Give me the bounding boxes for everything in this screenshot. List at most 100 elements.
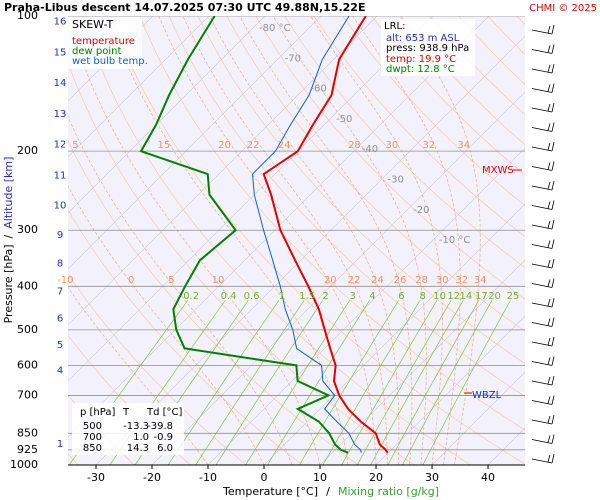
wind-barb	[531, 127, 553, 132]
dry-adiabat	[342, 16, 525, 207]
mixing-ratio-label: 8	[420, 291, 426, 302]
wind-barb	[547, 415, 551, 424]
y-tick-label: 600	[17, 358, 38, 371]
dry-adiabat	[575, 16, 600, 465]
moist-adiabat-label: 20	[324, 275, 337, 286]
x-tick-label: 0	[261, 471, 268, 484]
wind-barb	[531, 341, 553, 347]
wind-barb	[547, 259, 551, 268]
table-cell: -13.3	[123, 421, 149, 432]
wind-barb	[531, 185, 553, 191]
isotherm	[68, 16, 322, 270]
moist-adiabat-label: 34	[457, 140, 470, 151]
dry-adiabat	[255, 16, 525, 300]
wind-barb	[547, 376, 551, 385]
y-axis-title: Pressure [hPa] / Altitude [km]	[2, 157, 15, 324]
mixing-ratio-label: 14	[460, 291, 473, 302]
lrl-title: LRL:	[384, 21, 405, 32]
wind-barb	[531, 380, 553, 386]
altitude-tick-label: 10	[54, 201, 67, 212]
isotherm	[207, 147, 525, 465]
mixing-ratio-label: 17	[475, 291, 488, 302]
isotherm	[68, 16, 154, 102]
wind-barb	[551, 24, 555, 35]
wind-barb	[547, 298, 551, 307]
wind-barb	[551, 278, 555, 288]
dry-adiabat	[284, 16, 525, 269]
wind-barb	[531, 439, 553, 444]
wind-barb	[531, 68, 553, 74]
moist-adiabat-label: 30	[436, 275, 449, 286]
wind-barb	[551, 336, 555, 347]
wind-barb	[531, 166, 553, 171]
wind-barb	[551, 63, 555, 74]
wind-barb	[551, 414, 555, 425]
legend-entry: wet bulb temp.	[72, 56, 148, 67]
mixing-ratio-line	[387, 300, 480, 465]
isotherm-label: -50	[336, 114, 352, 125]
dry-adiabat	[516, 16, 525, 25]
mixing-ratio-line	[267, 300, 370, 465]
altitude-tick-label: 11	[54, 170, 67, 181]
isotherm-label: -40	[362, 144, 378, 155]
wind-barb	[547, 84, 551, 92]
x-tick-label: 30	[425, 471, 439, 484]
sounding-line	[251, 16, 362, 453]
wind-barb	[547, 181, 551, 190]
wind-barb	[551, 395, 555, 405]
isotherm-label: -20	[413, 205, 429, 216]
isotherm	[431, 371, 525, 465]
moist-adiabat-label: 34	[474, 275, 487, 286]
lrl-temp: temp: 19.9 °C	[386, 54, 456, 65]
moist-adiabat-label: 15	[157, 140, 170, 151]
mixing-ratio-line	[341, 300, 438, 465]
legend-entry: dew point	[72, 46, 121, 57]
isotherm	[263, 203, 525, 465]
wind-barb	[547, 318, 551, 326]
mixing-ratio-line	[195, 300, 305, 465]
moist-adiabat-label: 20	[218, 140, 231, 151]
wbzl-label: WBZL	[472, 390, 502, 401]
table-cell: 850	[83, 443, 102, 454]
mixing-ratio-line	[422, 300, 511, 465]
mixing-ratio-line	[402, 300, 493, 465]
isotherm	[375, 315, 525, 465]
wind-barb	[551, 102, 555, 113]
wind-barb	[547, 337, 551, 346]
wind-barb	[547, 220, 551, 229]
wind-barb	[531, 419, 553, 425]
wind-barb	[551, 83, 555, 93]
wind-barb	[551, 434, 555, 444]
wind-barb	[547, 162, 551, 170]
altitude-tick-label: 13	[54, 109, 67, 120]
wind-barb	[551, 297, 555, 308]
y-tick-label: 200	[17, 144, 38, 157]
isotherm	[544, 16, 600, 465]
wind-barb	[547, 123, 551, 131]
table-box	[72, 403, 184, 455]
moist-adiabat	[68, 17, 321, 465]
wind-barb	[547, 279, 551, 287]
mixing-ratio-line	[356, 300, 452, 465]
wind-barb	[551, 219, 555, 230]
lrl-box	[381, 19, 475, 76]
mixing-ratio-label: 12	[447, 291, 460, 302]
legend-entry: temperature	[72, 36, 135, 47]
table-header: Td [°C]	[146, 407, 183, 418]
wind-barb	[547, 45, 551, 53]
sounding-line	[139, 16, 349, 454]
isotherm-label: -60	[310, 84, 326, 95]
mixing-ratio-label: 10	[433, 291, 446, 302]
moist-adiabat-label: 22	[348, 275, 361, 286]
dry-adiabat	[168, 16, 525, 397]
mixing-ratio-line	[215, 300, 323, 465]
table-cell: 6.0	[157, 443, 173, 454]
wind-barb	[551, 44, 555, 54]
wind-barb	[547, 435, 551, 443]
wind-barb	[531, 49, 553, 54]
altitude-tick-label: 4	[57, 366, 63, 377]
wind-barb	[547, 454, 551, 463]
mixing-ratio-label: 0.2	[183, 291, 199, 302]
moist-adiabat-label: 32	[455, 275, 468, 286]
moist-adiabat	[68, 116, 293, 465]
